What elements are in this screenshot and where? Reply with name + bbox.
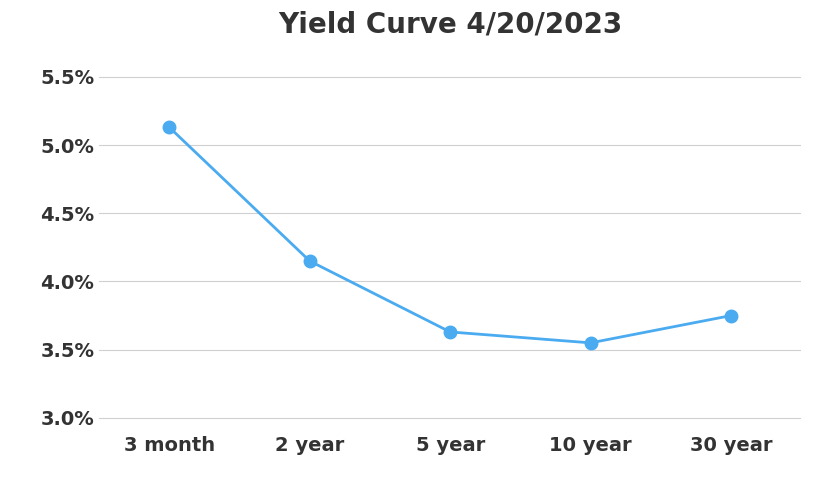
Title: Yield Curve 4/20/2023: Yield Curve 4/20/2023 <box>278 11 622 39</box>
